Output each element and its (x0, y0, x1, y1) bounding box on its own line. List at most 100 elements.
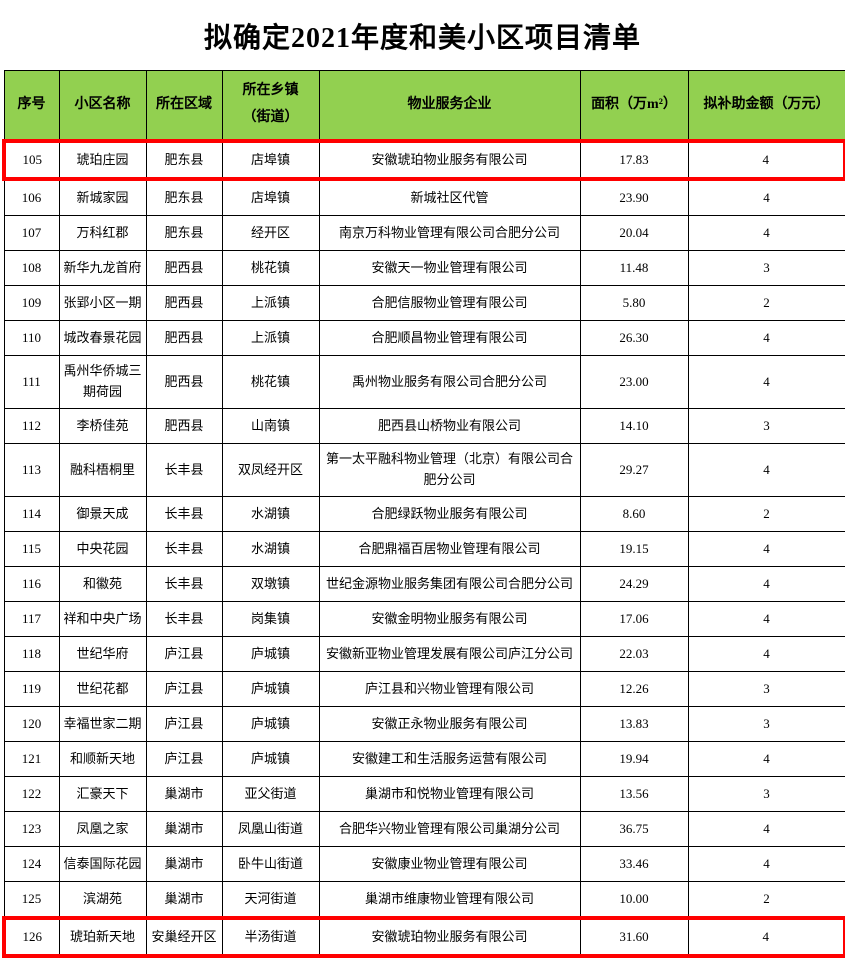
cell-town: 桃花镇 (221, 355, 320, 409)
cell-town: 天河街道 (221, 881, 320, 919)
header-region: 所在区域 (145, 70, 223, 142)
cell-town: 庐城镇 (221, 636, 320, 672)
cell-name: 琥珀新天地 (58, 916, 147, 958)
cell-area: 22.03 (579, 636, 689, 672)
cell-subsidy: 4 (687, 636, 845, 672)
cell-serial: 126 (2, 916, 60, 958)
cell-region: 肥西县 (145, 250, 223, 286)
cell-subsidy: 3 (687, 250, 845, 286)
table-row: 110 城改春景花园 肥西县 上派镇 合肥顺昌物业管理有限公司 26.30 4 (3, 320, 845, 356)
cell-name: 滨湖苑 (58, 881, 147, 919)
cell-name: 幸福世家二期 (58, 706, 147, 742)
table-row: 126 琥珀新天地 安巢经开区 半汤街道 安徽琥珀物业服务有限公司 31.60 4 (2, 916, 845, 958)
cell-name: 新华九龙首府 (58, 250, 147, 286)
cell-area: 36.75 (579, 811, 689, 847)
header-serial: 序号 (3, 70, 60, 142)
cell-region: 肥西县 (145, 355, 223, 409)
cell-town: 半汤街道 (221, 916, 320, 958)
cell-company: 合肥华兴物业管理有限公司巢湖分公司 (318, 811, 581, 847)
cell-area: 13.56 (579, 776, 689, 812)
table-row: 116 和徽苑 长丰县 双墩镇 世纪金源物业服务集团有限公司合肥分公司 24.29 4 (3, 566, 845, 602)
cell-company: 安徽琥珀物业服务有限公司 (318, 139, 581, 181)
cell-region: 庐江县 (145, 741, 223, 777)
cell-company: 合肥顺昌物业管理有限公司 (318, 320, 581, 356)
cell-town: 店埠镇 (221, 178, 320, 216)
cell-town: 岗集镇 (221, 601, 320, 637)
table-row: 106 新城家园 肥东县 店埠镇 新城社区代管 23.90 4 (3, 178, 845, 216)
cell-area: 26.30 (579, 320, 689, 356)
cell-town: 卧牛山街道 (221, 846, 320, 882)
cell-subsidy: 3 (687, 706, 845, 742)
cell-subsidy: 2 (687, 496, 845, 532)
cell-company: 合肥信服物业管理有限公司 (318, 285, 581, 321)
cell-region: 肥西县 (145, 320, 223, 356)
cell-name: 中央花园 (58, 531, 147, 567)
cell-town: 亚父街道 (221, 776, 320, 812)
header-area: 面积（万m²） (579, 70, 689, 142)
table-row: 118 世纪华府 庐江县 庐城镇 安徽新亚物业管理发展有限公司庐江分公司 22.03 4 (3, 636, 845, 672)
cell-area: 24.29 (579, 566, 689, 602)
cell-serial: 116 (3, 566, 60, 602)
cell-region: 肥东县 (145, 215, 223, 251)
cell-serial: 124 (3, 846, 60, 882)
cell-region: 巢湖市 (145, 811, 223, 847)
cell-region: 长丰县 (145, 531, 223, 567)
cell-region: 巢湖市 (145, 776, 223, 812)
cell-name: 汇豪天下 (58, 776, 147, 812)
cell-region: 肥东县 (145, 139, 223, 181)
cell-subsidy: 4 (687, 531, 845, 567)
cell-subsidy: 4 (687, 566, 845, 602)
cell-serial: 117 (3, 601, 60, 637)
cell-company: 新城社区代管 (318, 178, 581, 216)
cell-name: 李桥佳苑 (58, 408, 147, 444)
cell-subsidy: 2 (687, 285, 845, 321)
cell-company: 巢湖市维康物业管理有限公司 (318, 881, 581, 919)
cell-area: 23.00 (579, 355, 689, 409)
cell-serial: 121 (3, 741, 60, 777)
cell-area: 19.15 (579, 531, 689, 567)
cell-region: 巢湖市 (145, 881, 223, 919)
cell-subsidy: 4 (687, 846, 845, 882)
cell-town: 店埠镇 (221, 139, 320, 181)
cell-name: 琥珀庄园 (58, 139, 147, 181)
cell-name: 和徽苑 (58, 566, 147, 602)
table-row: 111 禹州华侨城三期荷园 肥西县 桃花镇 禹州物业服务有限公司合肥分公司 23.00 4 (3, 355, 845, 409)
table-row: 122 汇豪天下 巢湖市 亚父街道 巢湖市和悦物业管理有限公司 13.56 3 (3, 776, 845, 812)
table-row: 123 凤凰之家 巢湖市 凤凰山街道 合肥华兴物业管理有限公司巢湖分公司 36.75 4 (3, 811, 845, 847)
header-subsidy: 拟补助金额（万元） (687, 70, 845, 142)
project-table: 序号 小区名称 所在区域 所在乡镇 （街道） 物业服务企业 面积（万m²） 拟补… (2, 70, 845, 958)
cell-area: 17.83 (579, 139, 689, 181)
header-row: 序号 小区名称 所在区域 所在乡镇 （街道） 物业服务企业 面积（万m²） 拟补… (3, 70, 845, 142)
table-row: 105 琥珀庄园 肥东县 店埠镇 安徽琥珀物业服务有限公司 17.83 4 (2, 139, 845, 181)
cell-subsidy: 3 (687, 776, 845, 812)
cell-area: 8.60 (579, 496, 689, 532)
cell-serial: 105 (2, 139, 60, 181)
cell-subsidy: 4 (687, 443, 845, 497)
cell-region: 安巢经开区 (145, 916, 223, 958)
cell-subsidy: 3 (687, 671, 845, 707)
cell-company: 禹州物业服务有限公司合肥分公司 (318, 355, 581, 409)
cell-town: 凤凰山街道 (221, 811, 320, 847)
cell-serial: 108 (3, 250, 60, 286)
table-row: 119 世纪花都 庐江县 庐城镇 庐江县和兴物业管理有限公司 12.26 3 (3, 671, 845, 707)
cell-subsidy: 4 (687, 355, 845, 409)
cell-subsidy: 4 (687, 139, 845, 181)
cell-name: 祥和中央广场 (58, 601, 147, 637)
header-township: 所在乡镇 （街道） (221, 70, 320, 142)
cell-company: 安徽建工和生活服务运营有限公司 (318, 741, 581, 777)
table-header: 序号 小区名称 所在区域 所在乡镇 （街道） 物业服务企业 面积（万m²） 拟补… (3, 70, 845, 142)
cell-company: 安徽金明物业服务有限公司 (318, 601, 581, 637)
cell-region: 长丰县 (145, 601, 223, 637)
cell-town: 双凤经开区 (221, 443, 320, 497)
cell-name: 御景天成 (58, 496, 147, 532)
cell-town: 水湖镇 (221, 496, 320, 532)
cell-company: 合肥鼎福百居物业管理有限公司 (318, 531, 581, 567)
cell-serial: 107 (3, 215, 60, 251)
table-row: 107 万科红郡 肥东县 经开区 南京万科物业管理有限公司合肥分公司 20.04 4 (3, 215, 845, 251)
cell-subsidy: 2 (687, 881, 845, 919)
cell-town: 庐城镇 (221, 706, 320, 742)
cell-area: 33.46 (579, 846, 689, 882)
cell-serial: 112 (3, 408, 60, 444)
cell-area: 12.26 (579, 671, 689, 707)
cell-company: 安徽康业物业管理有限公司 (318, 846, 581, 882)
